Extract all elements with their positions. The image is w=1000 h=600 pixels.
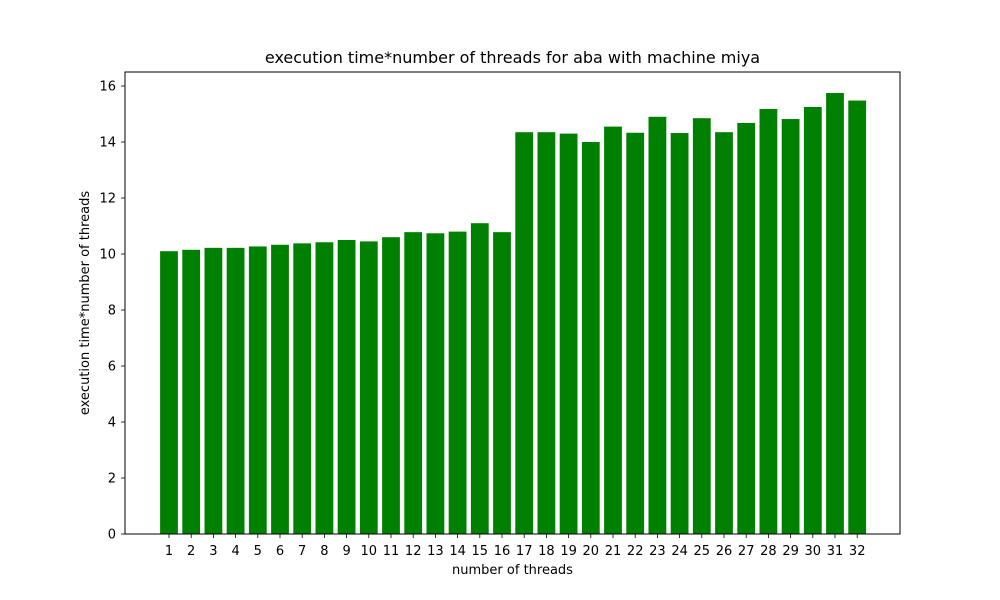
bar-16 [493, 232, 511, 534]
plot-frame [124, 71, 901, 535]
y-tick-label: 12 [99, 192, 116, 207]
x-tick-label: 30 [805, 544, 822, 559]
bar-26 [715, 132, 733, 534]
x-tick-label: 25 [694, 544, 711, 559]
x-tick-label: 19 [560, 544, 577, 559]
x-tick-label: 1 [165, 544, 173, 559]
bar-28 [759, 108, 778, 535]
bar-4 [226, 247, 245, 534]
x-tick-label: 21 [605, 544, 622, 559]
x-axis: 1 2 3 4 5 6 7 8 9 10 11 12 13 14 15 16 17 18 19 20 21 22 23 24 2… [165, 534, 866, 559]
bar-5 [248, 246, 267, 534]
x-tick-label: 12 [405, 544, 422, 559]
bar-27 [737, 122, 756, 535]
x-tick-label: 31 [827, 544, 844, 559]
bars-group [160, 93, 867, 535]
bar-8 [315, 242, 334, 535]
x-tick-label: 20 [583, 544, 600, 559]
bar-10 [359, 241, 378, 534]
bar-7 [293, 243, 312, 535]
x-tick-label: 15 [472, 544, 489, 559]
x-tick-label: 3 [209, 544, 217, 559]
bar-18 [537, 132, 556, 534]
bar-12 [404, 232, 423, 534]
x-tick-label: 11 [383, 544, 400, 559]
bar-17 [515, 132, 534, 534]
bar-11 [382, 237, 400, 534]
chart-title: execution time*number of threads for aba… [265, 48, 760, 67]
bar-32 [848, 100, 867, 534]
x-tick-label: 7 [298, 544, 306, 559]
x-tick-label: 14 [449, 544, 466, 559]
bar-20 [581, 142, 600, 534]
x-tick-label: 32 [849, 544, 866, 559]
bar-30 [803, 107, 822, 534]
x-tick-label: 27 [738, 544, 755, 559]
bar-31 [826, 93, 844, 534]
y-tick-label: 14 [99, 136, 116, 151]
x-tick-label: 9 [342, 544, 350, 559]
bar-29 [781, 119, 800, 534]
x-axis-label: number of threads [452, 563, 573, 578]
bar-14 [448, 231, 467, 534]
bar-13 [426, 233, 445, 534]
x-tick-label: 13 [427, 544, 444, 559]
x-tick-label: 16 [494, 544, 511, 559]
y-tick-label: 16 [99, 80, 116, 95]
x-tick-label: 8 [320, 544, 328, 559]
x-tick-label: 18 [538, 544, 555, 559]
y-tick-label: 6 [108, 360, 116, 375]
bar-15 [470, 223, 489, 534]
y-tick-label: 4 [108, 416, 116, 431]
bar-6 [271, 244, 289, 534]
x-tick-label: 4 [231, 544, 239, 559]
bar-1 [160, 251, 178, 534]
bar-9 [337, 240, 356, 534]
x-tick-label: 28 [760, 544, 777, 559]
bar-22 [626, 132, 645, 534]
y-tick-label: 10 [99, 248, 116, 263]
bar-21 [604, 126, 622, 534]
y-axis-label: execution time*number of threads [78, 191, 93, 415]
x-tick-label: 26 [716, 544, 733, 559]
bar-2 [182, 249, 201, 535]
bar-19 [559, 133, 578, 534]
x-tick-label: 5 [254, 544, 262, 559]
x-tick-label: 23 [649, 544, 666, 559]
bar-23 [648, 116, 667, 535]
x-tick-label: 22 [627, 544, 644, 559]
y-tick-label: 8 [108, 304, 116, 319]
y-tick-label: 0 [108, 528, 116, 543]
bar-3 [204, 247, 223, 534]
bar-25 [692, 118, 711, 534]
x-tick-label: 2 [187, 544, 195, 559]
x-tick-label: 24 [671, 544, 688, 559]
y-tick-label: 2 [108, 472, 116, 487]
bar-24 [670, 133, 689, 535]
x-tick-label: 6 [276, 544, 284, 559]
x-tick-label: 10 [361, 544, 378, 559]
x-tick-label: 17 [516, 544, 533, 559]
x-tick-label: 29 [782, 544, 799, 559]
y-axis: 0 2 4 6 8 10 12 14 16 [99, 80, 125, 543]
